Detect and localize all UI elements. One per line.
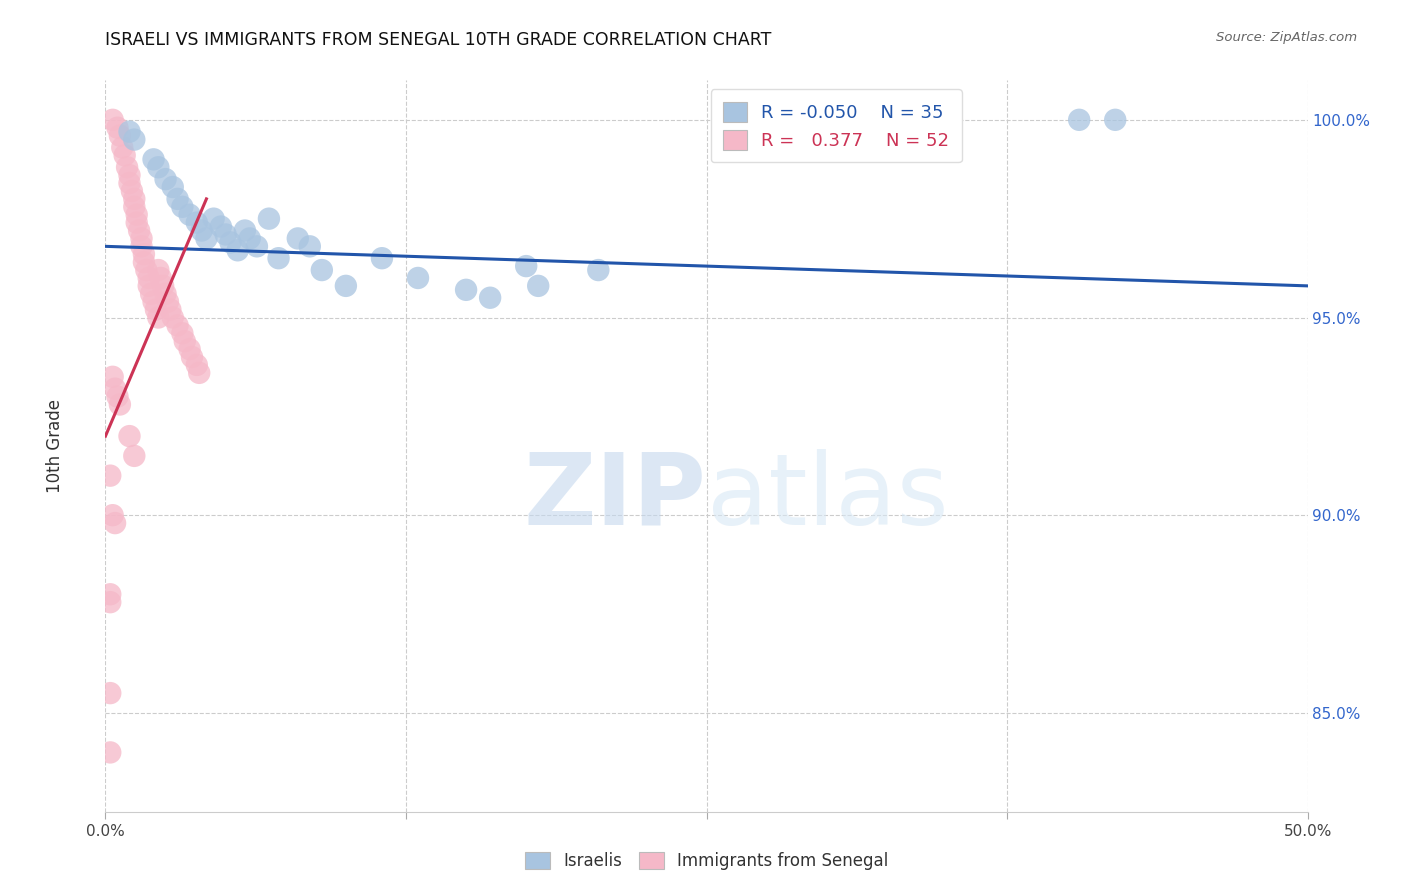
Point	[152, 278, 174, 293]
Point	[139, 286, 162, 301]
Point	[98, 595, 121, 609]
Point	[186, 216, 208, 230]
Text: Source: ZipAtlas.com: Source: ZipAtlas.com	[1216, 31, 1357, 45]
Text: atlas: atlas	[707, 449, 948, 546]
Point	[527, 278, 550, 293]
Point	[209, 219, 232, 234]
Point	[239, 231, 262, 245]
Point	[142, 294, 165, 309]
Point	[118, 125, 141, 139]
Point	[696, 824, 718, 838]
Point	[132, 247, 155, 261]
Point	[406, 271, 429, 285]
Point	[108, 128, 131, 143]
Legend: Israelis, Immigrants from Senegal: Israelis, Immigrants from Senegal	[515, 842, 898, 880]
Point	[159, 302, 181, 317]
Point	[335, 278, 357, 293]
Point	[125, 216, 148, 230]
Point	[172, 326, 194, 341]
Point	[257, 211, 280, 226]
Point	[515, 259, 537, 273]
Point	[148, 263, 170, 277]
Point	[124, 200, 146, 214]
Point	[190, 223, 212, 237]
Point	[131, 231, 153, 245]
Point	[101, 369, 124, 384]
Point	[188, 366, 211, 380]
Point	[214, 227, 236, 242]
Point	[104, 382, 127, 396]
Point	[156, 294, 179, 309]
Point	[114, 148, 136, 162]
Point	[181, 350, 204, 364]
Point	[98, 587, 121, 601]
Point	[98, 746, 121, 760]
Point	[108, 397, 131, 411]
Point	[115, 161, 138, 175]
Point	[107, 390, 129, 404]
Point	[104, 516, 127, 530]
Point	[287, 231, 309, 245]
Point	[148, 161, 170, 175]
Point	[142, 153, 165, 167]
Point	[131, 239, 153, 253]
Point	[479, 291, 502, 305]
Point	[311, 263, 333, 277]
Point	[124, 192, 146, 206]
Point	[149, 271, 172, 285]
Point	[172, 200, 194, 214]
Point	[155, 172, 177, 186]
Point	[138, 278, 160, 293]
Point	[135, 263, 157, 277]
Point	[226, 244, 249, 258]
Point	[186, 358, 208, 372]
Point	[101, 112, 124, 127]
Point	[179, 208, 201, 222]
Point	[454, 283, 477, 297]
Point	[148, 310, 170, 325]
Point	[195, 231, 218, 245]
Point	[121, 184, 143, 198]
Point	[202, 211, 225, 226]
Point	[371, 251, 394, 265]
Point	[233, 223, 256, 237]
Point	[1069, 112, 1091, 127]
Point	[118, 176, 141, 190]
Point	[1104, 112, 1126, 127]
Point	[588, 263, 610, 277]
Point	[107, 120, 129, 135]
Point	[246, 239, 269, 253]
Point	[124, 132, 146, 146]
Point	[267, 251, 290, 265]
Text: ISRAELI VS IMMIGRANTS FROM SENEGAL 10TH GRADE CORRELATION CHART: ISRAELI VS IMMIGRANTS FROM SENEGAL 10TH …	[105, 31, 772, 49]
Text: 10th Grade: 10th Grade	[46, 399, 63, 493]
Point	[118, 168, 141, 182]
Point	[298, 239, 321, 253]
Point	[125, 208, 148, 222]
Point	[124, 449, 146, 463]
Point	[138, 271, 160, 285]
Point	[166, 318, 188, 333]
Text: ZIP: ZIP	[523, 449, 707, 546]
Point	[101, 508, 124, 523]
Point	[145, 302, 167, 317]
Point	[179, 342, 201, 356]
Point	[128, 223, 150, 237]
Point	[98, 686, 121, 700]
Point	[162, 180, 184, 194]
Point	[155, 286, 177, 301]
Point	[173, 334, 195, 349]
Point	[219, 235, 242, 250]
Point	[98, 468, 121, 483]
Point	[162, 310, 184, 325]
Point	[111, 140, 134, 154]
Point	[132, 255, 155, 269]
Point	[166, 192, 188, 206]
Point	[118, 429, 141, 443]
